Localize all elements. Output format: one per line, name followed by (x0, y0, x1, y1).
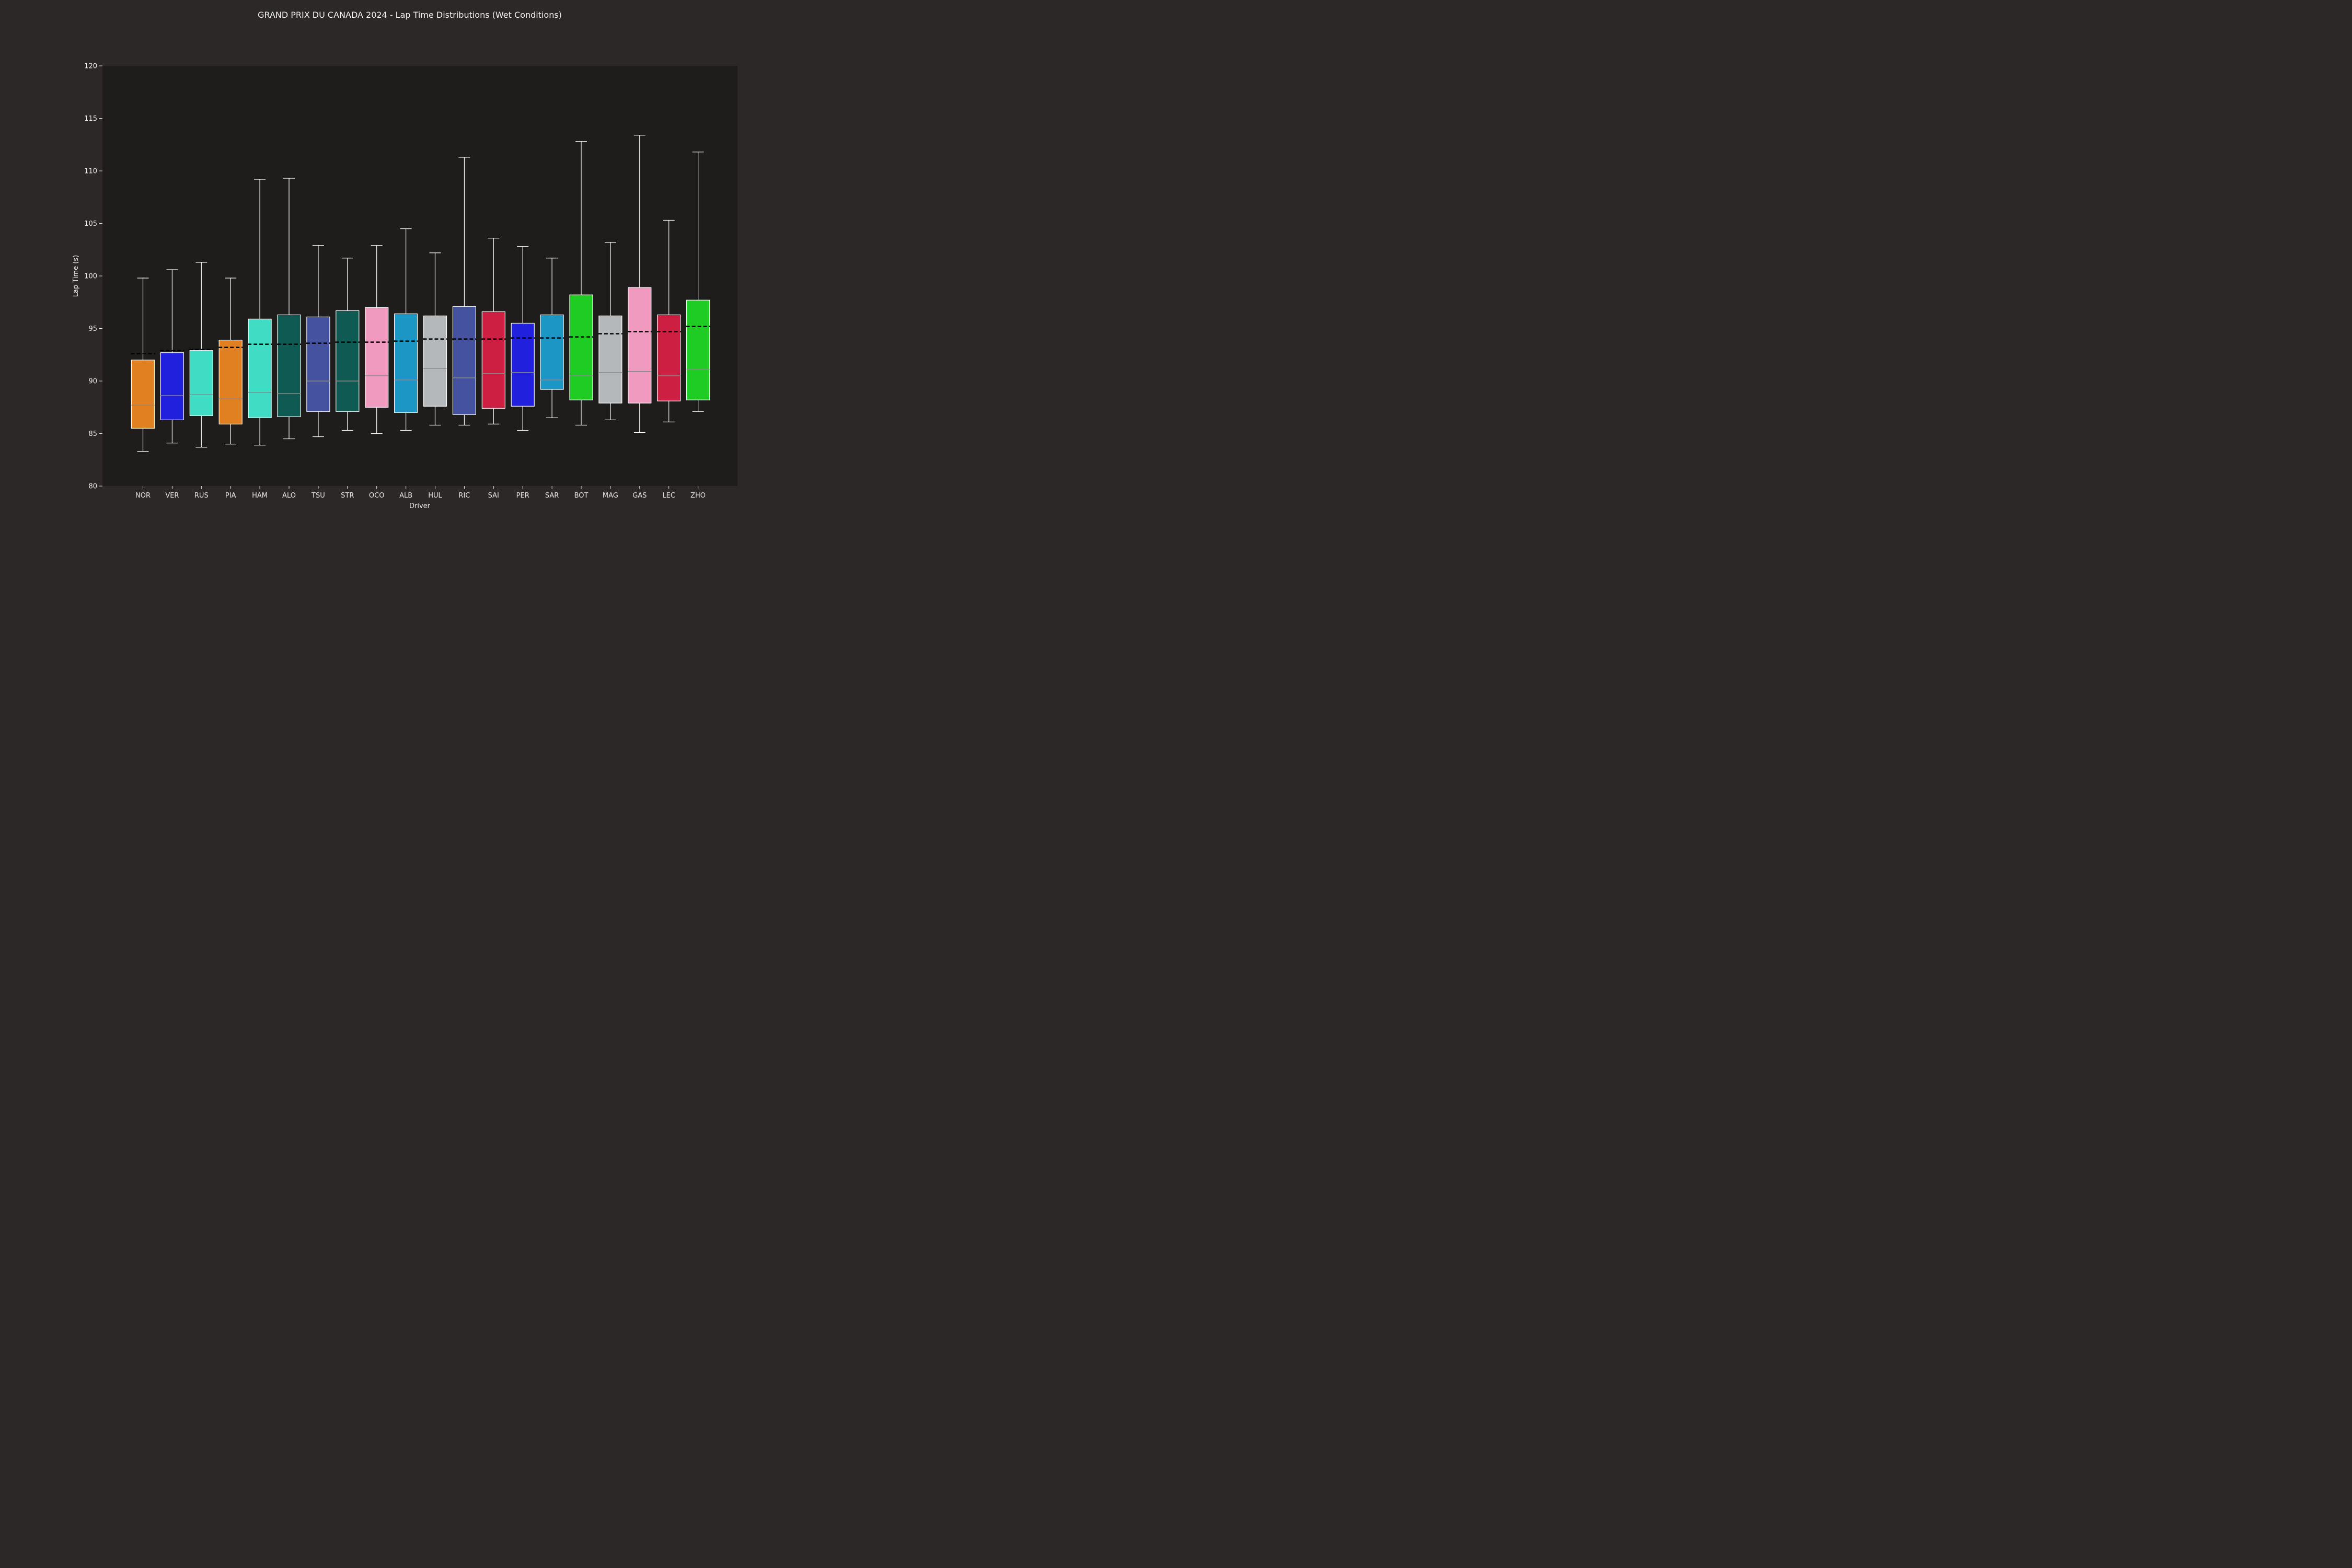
box-iqr (569, 294, 593, 400)
box-ric (452, 157, 477, 426)
y-tick-label: 100 (84, 273, 97, 281)
y-axis: 80 85 90 95 100 105 110 115 120 (84, 63, 102, 491)
box-iqr (131, 360, 155, 429)
boxes (131, 135, 710, 452)
box-iqr (452, 306, 477, 415)
box-rus (189, 262, 214, 448)
box-iqr (394, 313, 418, 413)
box-sar (540, 258, 564, 418)
x-tick-label-oco: OCO (369, 492, 385, 500)
x-tick-label-hul: HUL (428, 492, 442, 500)
x-tick-label-rus: RUS (194, 492, 209, 500)
x-tick-label-lec: LEC (662, 492, 675, 500)
box-alb (394, 228, 418, 431)
x-tick-label-sai: SAI (488, 492, 499, 500)
x-tick-label-per: PER (516, 492, 529, 500)
box-gas (627, 135, 652, 433)
box-tsu (306, 245, 330, 437)
box-iqr (511, 322, 535, 407)
box-mag (598, 242, 622, 420)
y-tick-label: 105 (84, 220, 97, 228)
box-alo (277, 178, 301, 440)
box-iqr (540, 314, 564, 390)
box-pia (218, 278, 243, 445)
box-ham (248, 179, 272, 446)
x-tick-label-gas: GAS (632, 492, 647, 500)
box-oco (364, 245, 389, 434)
box-hul (423, 252, 447, 426)
box-lec (656, 220, 681, 422)
box-sai (481, 238, 506, 425)
x-tick-label-pia: PIA (225, 492, 236, 500)
y-tick-label: 120 (84, 63, 97, 71)
x-tick-label-nor: NOR (135, 492, 151, 500)
box-iqr (481, 311, 505, 409)
x-axis: NOR VER RUS PIA HAM ALO TSU STR OCO ALB HUL RIC SAI P… (135, 486, 706, 500)
box-iqr (628, 287, 652, 403)
box-iqr (686, 299, 710, 400)
box-zho (686, 152, 710, 412)
box-iqr (160, 352, 184, 420)
x-tick-label-sar: SAR (545, 492, 559, 500)
box-iqr (277, 314, 301, 417)
x-tick-label-str: STR (341, 492, 354, 500)
chart: GRAND PRIX DU CANADA 2024 - Lap Time Dis… (0, 0, 820, 546)
boxplot-chart: GRAND PRIX DU CANADA 2024 - Lap Time Dis… (0, 0, 820, 546)
y-tick-label: 110 (84, 168, 97, 176)
box-nor (131, 278, 155, 452)
box-iqr (423, 315, 447, 407)
x-tick-label-ham: HAM (252, 492, 268, 500)
box-iqr (306, 316, 330, 412)
x-tick-label-bot: BOT (574, 492, 589, 500)
y-tick-label: 95 (88, 325, 97, 333)
chart-title: GRAND PRIX DU CANADA 2024 - Lap Time Dis… (258, 10, 562, 20)
y-tick-label: 90 (88, 378, 97, 386)
x-tick-label-mag: MAG (603, 492, 618, 500)
box-iqr (336, 310, 360, 412)
plot-area (102, 66, 737, 486)
x-tick-label-alb: ALB (399, 492, 412, 500)
box-iqr (218, 340, 243, 425)
box-iqr (365, 307, 389, 408)
box-iqr (189, 350, 213, 416)
y-tick-label: 80 (88, 483, 97, 491)
x-tick-label-ric: RIC (458, 492, 470, 500)
box-ver (160, 269, 185, 444)
x-tick-label-alo: ALO (282, 492, 296, 500)
box-bot (569, 141, 593, 426)
y-tick-label: 115 (84, 115, 97, 123)
box-per (511, 246, 535, 431)
box-str (335, 258, 360, 431)
x-tick-label-zho: ZHO (690, 492, 706, 500)
box-iqr (657, 314, 681, 401)
box-iqr (248, 318, 272, 418)
x-tick-label-tsu: TSU (311, 492, 325, 500)
y-axis-label: Lap Time (s) (72, 255, 80, 297)
x-axis-label: Driver (409, 502, 431, 510)
box-iqr (598, 315, 622, 403)
x-tick-label-ver: VER (165, 492, 179, 500)
y-tick-label: 85 (88, 430, 97, 438)
